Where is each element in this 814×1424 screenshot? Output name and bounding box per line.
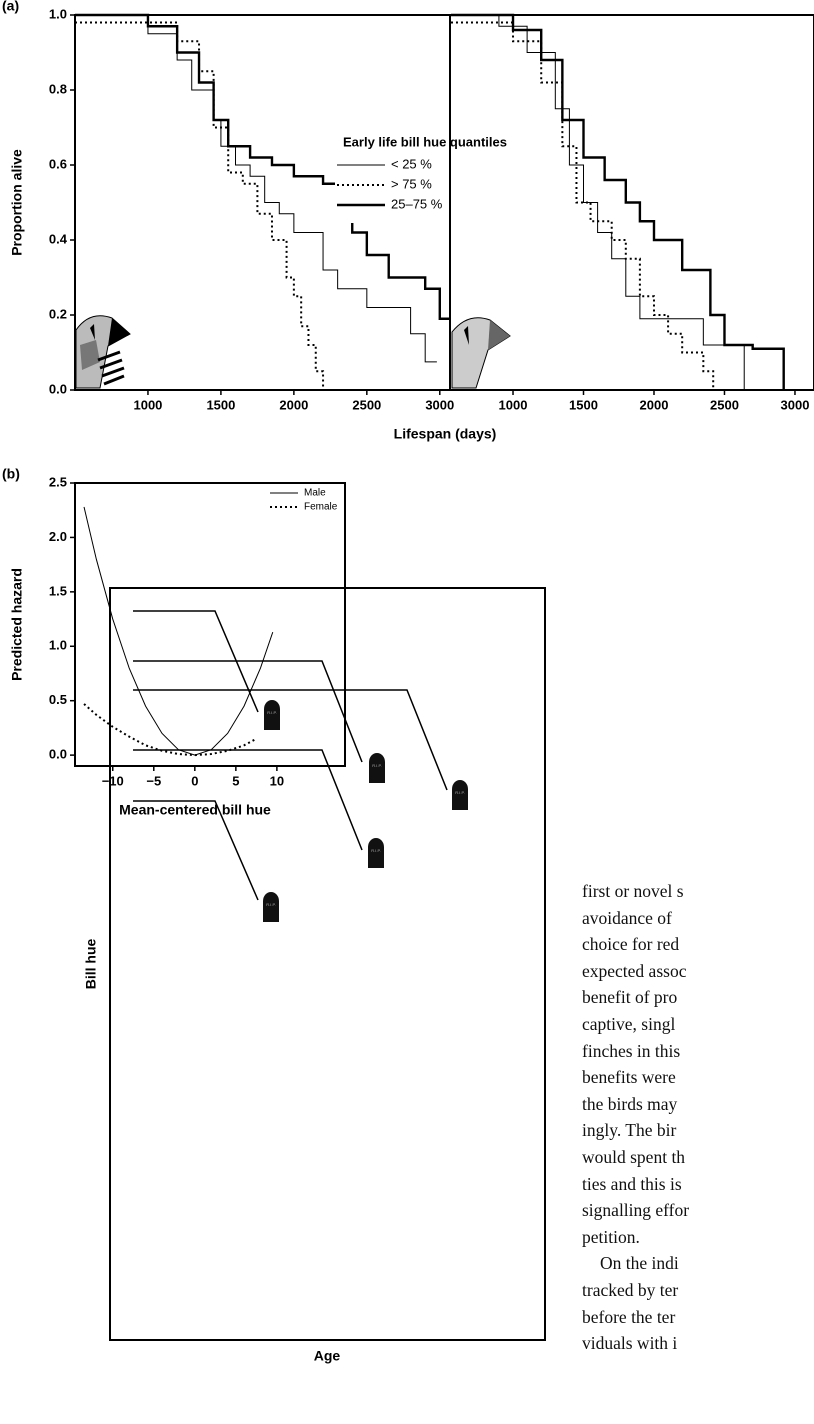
legend-label: 25–75 %: [391, 196, 443, 211]
y-tick-label: 1.0: [49, 6, 67, 21]
plot-frame: [74, 482, 346, 767]
legend-label: Female: [304, 502, 338, 513]
plot-frame: [449, 14, 814, 391]
text-line: before the ter: [582, 1306, 676, 1327]
diagram-x-label: Age: [314, 1348, 341, 1364]
x-tick-label: 1500: [206, 397, 235, 412]
bird-icon: [75, 315, 131, 389]
text-line: finches in this: [582, 1040, 681, 1061]
y-tick-label: 0.4: [49, 231, 68, 246]
y-tick-label: 1.0: [49, 638, 67, 653]
x-tick-label: −5: [146, 773, 161, 788]
body-text: first or novel s avoidance of choice for r…: [582, 878, 814, 1357]
text-line: petition.: [582, 1226, 640, 1247]
tombstone: [264, 700, 280, 730]
survival-line: [450, 14, 745, 390]
x-axis-label: Lifespan (days): [394, 426, 497, 442]
legend-label: > 75 %: [391, 176, 432, 191]
legend-label: < 25 %: [391, 156, 432, 171]
text-line: first or novel s: [582, 881, 684, 901]
y-tick-label: 0.6: [49, 156, 67, 171]
y-tick-label: 2.0: [49, 529, 67, 544]
x-axis-label: Mean-centered bill hue: [119, 802, 271, 818]
trajectory: [133, 689, 448, 791]
tombstone: [263, 892, 279, 922]
bird-icon: [451, 317, 511, 389]
tombstone-text: R.I.P.: [372, 763, 382, 768]
x-tick-label: 1500: [569, 397, 598, 412]
x-tick-label: 10: [270, 773, 284, 788]
survival-line: [75, 13, 450, 320]
text-line: expected assoc: [582, 960, 687, 981]
text-line: ingly. The bir: [582, 1120, 677, 1141]
trajectory: [133, 749, 363, 851]
tombstone: [452, 780, 468, 810]
text-line: the birds may: [582, 1093, 678, 1114]
x-tick-label: 1000: [133, 397, 162, 412]
text-line: benefit of pro: [582, 987, 678, 1008]
legend-title: Early life bill hue quantiles: [343, 134, 507, 149]
text-line: benefits were: [582, 1067, 676, 1088]
panel-label: (a): [2, 0, 19, 14]
panel-label: (b): [2, 466, 20, 482]
text-line: tracked by ter: [582, 1279, 679, 1300]
survival-line: [83, 703, 257, 757]
diagram: [109, 587, 546, 1341]
y-tick-label: 2.5: [49, 474, 67, 489]
y-tick-label: 1.5: [49, 583, 67, 598]
x-tick-label: 2000: [640, 397, 669, 412]
survival-line: [75, 14, 437, 363]
y-tick-label: 0.5: [49, 692, 67, 707]
x-tick-label: 1000: [499, 397, 528, 412]
tombstone: [369, 753, 385, 783]
tombstone-text: R.I.P.: [266, 902, 276, 907]
tombstone-text: R.I.P.: [371, 848, 381, 853]
text-line: captive, singl: [582, 1013, 676, 1034]
text-line: viduals with i: [582, 1333, 678, 1354]
legend-bg: [335, 133, 450, 223]
y-tick-label: 0.2: [49, 306, 67, 321]
x-tick-label: 2500: [710, 397, 739, 412]
y-axis-label: Predicted hazard: [9, 568, 25, 681]
y-tick-label: 0.0: [49, 381, 67, 396]
y-tick-label: 0.0: [49, 747, 67, 762]
x-tick-label: 2500: [352, 397, 381, 412]
x-tick-label: −10: [102, 773, 124, 788]
text-line: avoidance of: [582, 907, 672, 928]
text-line: would spent th: [582, 1146, 686, 1167]
text-line: On the indi: [600, 1253, 679, 1274]
diagram-frame: [109, 587, 546, 1341]
y-tick-label: 0.8: [49, 81, 67, 96]
tombstone-text: R.I.P.: [455, 790, 465, 795]
legend-label: Male: [304, 488, 326, 499]
text-line: ties and this is: [582, 1173, 682, 1194]
survival-line: [83, 506, 274, 756]
x-tick-label: 5: [232, 773, 239, 788]
text-line: signalling effor: [582, 1200, 690, 1221]
y-axis-label: Proportion alive: [9, 149, 25, 256]
x-tick-label: 0: [191, 773, 198, 788]
trajectory: [133, 660, 363, 763]
text-line: choice for red: [582, 934, 680, 955]
x-tick-label: 3000: [425, 397, 454, 412]
trajectory: [133, 610, 259, 713]
tombstone: [368, 838, 384, 868]
survival-line: [450, 13, 785, 390]
diagram-y-label: Bill hue: [83, 939, 99, 990]
tombstone-text: R.I.P.: [267, 710, 277, 715]
x-tick-label: 2000: [279, 397, 308, 412]
trajectory: [133, 800, 259, 901]
x-tick-label: 3000: [781, 397, 810, 412]
